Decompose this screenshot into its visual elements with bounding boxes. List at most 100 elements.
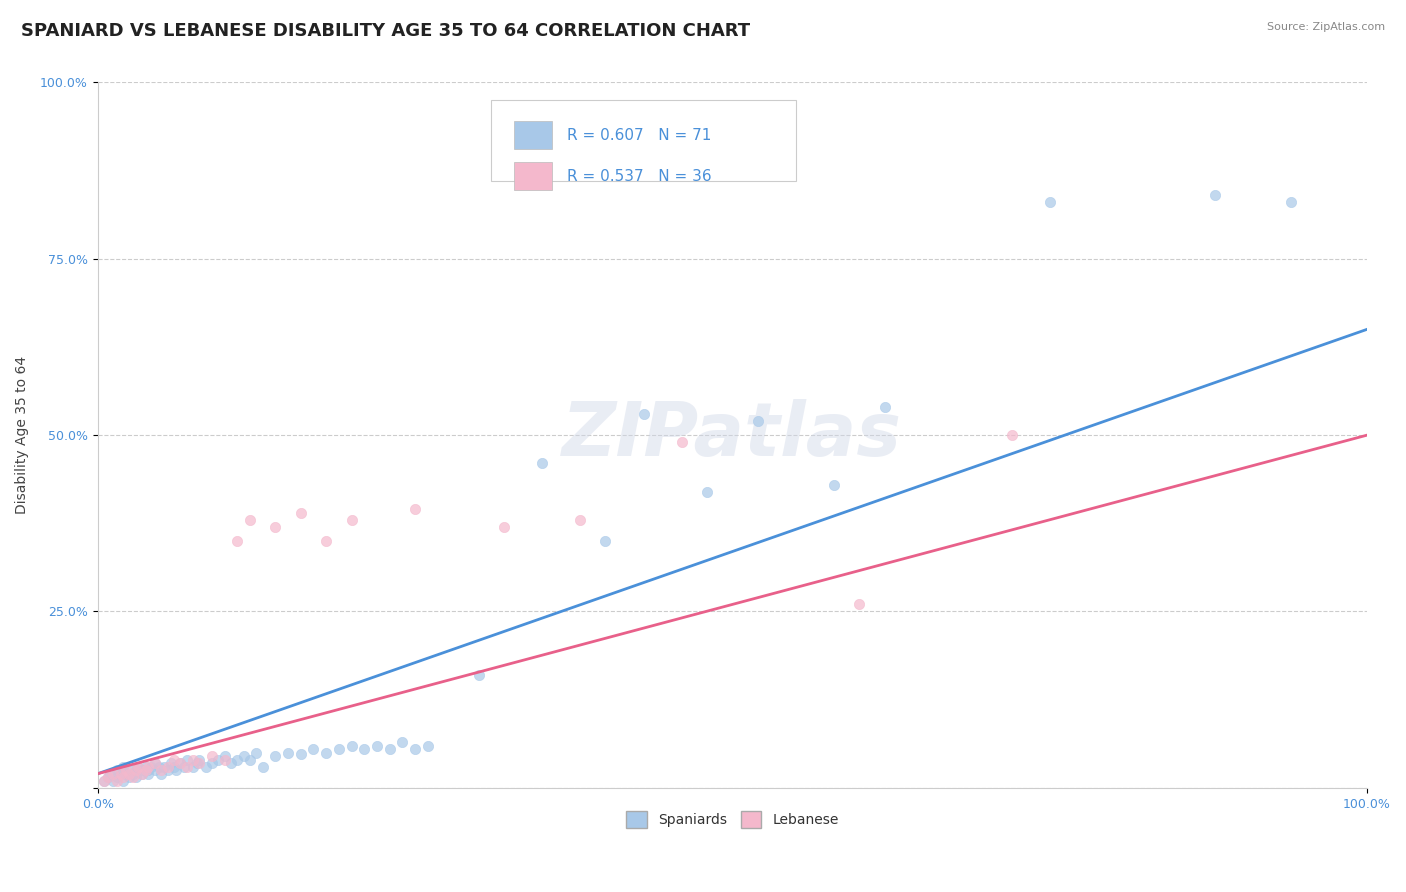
Point — [181, 759, 204, 773]
Point — [214, 753, 236, 767]
Point — [100, 766, 122, 780]
Point — [633, 407, 655, 421]
Point — [114, 763, 136, 777]
Point — [156, 759, 179, 773]
Point — [530, 456, 553, 470]
Point — [467, 668, 489, 682]
Point — [201, 756, 224, 771]
Point — [101, 766, 124, 780]
Point — [150, 763, 173, 777]
Point — [143, 756, 166, 771]
Point — [264, 520, 287, 534]
Point — [125, 770, 148, 784]
Point — [118, 770, 141, 784]
Point — [156, 763, 179, 777]
Point — [114, 766, 136, 780]
Point — [150, 766, 173, 780]
Point — [105, 763, 128, 777]
Point — [315, 746, 337, 760]
Point — [1001, 428, 1024, 442]
Point — [492, 520, 515, 534]
Point — [214, 749, 236, 764]
Point — [138, 759, 160, 773]
Text: R = 0.607   N = 71: R = 0.607 N = 71 — [568, 128, 711, 143]
Point — [112, 773, 135, 788]
Point — [340, 513, 363, 527]
Point — [143, 756, 166, 771]
Text: Source: ZipAtlas.com: Source: ZipAtlas.com — [1267, 22, 1385, 32]
Point — [125, 763, 148, 777]
Point — [97, 770, 120, 784]
Point — [93, 773, 115, 788]
Point — [110, 766, 132, 780]
Point — [163, 759, 186, 773]
Point — [165, 763, 187, 777]
Point — [1204, 188, 1226, 202]
Point — [160, 756, 183, 771]
Point — [239, 513, 262, 527]
Point — [696, 484, 718, 499]
Point — [131, 763, 153, 777]
Point — [188, 753, 211, 767]
Point — [112, 770, 135, 784]
Point — [135, 763, 157, 777]
Point — [118, 763, 141, 777]
Point — [186, 756, 208, 771]
Point — [194, 759, 217, 773]
Point — [138, 763, 160, 777]
Point — [264, 749, 287, 764]
Point — [391, 735, 413, 749]
Point — [569, 513, 592, 527]
Point — [340, 739, 363, 753]
Point — [290, 506, 312, 520]
Point — [201, 749, 224, 764]
Point — [112, 759, 135, 773]
Point — [127, 759, 149, 773]
Point — [404, 502, 426, 516]
Point — [595, 533, 617, 548]
Point — [226, 753, 249, 767]
Point — [169, 756, 191, 771]
Point — [1279, 195, 1302, 210]
Point — [747, 414, 769, 428]
Point — [122, 770, 145, 784]
Point — [138, 766, 160, 780]
Point — [163, 753, 186, 767]
Point — [127, 759, 149, 773]
Point — [219, 756, 242, 771]
Text: ZIPatlas: ZIPatlas — [562, 399, 903, 472]
Text: R = 0.537   N = 36: R = 0.537 N = 36 — [568, 169, 711, 184]
Point — [176, 759, 198, 773]
Point — [207, 753, 229, 767]
Point — [148, 759, 170, 773]
Point — [239, 753, 262, 767]
Point — [131, 766, 153, 780]
Point — [290, 747, 312, 761]
Point — [328, 742, 350, 756]
Point — [181, 753, 204, 767]
Point — [315, 533, 337, 548]
Point — [143, 763, 166, 777]
Point — [873, 400, 896, 414]
Point — [97, 770, 120, 784]
Point — [131, 766, 153, 780]
Bar — [515, 121, 553, 150]
Point — [302, 742, 325, 756]
Point — [823, 477, 845, 491]
Point — [1039, 195, 1062, 210]
Point — [226, 533, 249, 548]
Point — [139, 759, 162, 773]
Point — [93, 773, 115, 788]
Point — [176, 753, 198, 767]
Legend: Spaniards, Lebanese: Spaniards, Lebanese — [620, 805, 845, 834]
Point — [169, 756, 191, 771]
FancyBboxPatch shape — [491, 100, 796, 181]
Bar — [515, 162, 553, 190]
Point — [353, 742, 375, 756]
Point — [135, 759, 157, 773]
Point — [277, 746, 299, 760]
Point — [252, 759, 274, 773]
Point — [366, 739, 388, 753]
Point — [671, 435, 693, 450]
Point — [152, 759, 174, 773]
